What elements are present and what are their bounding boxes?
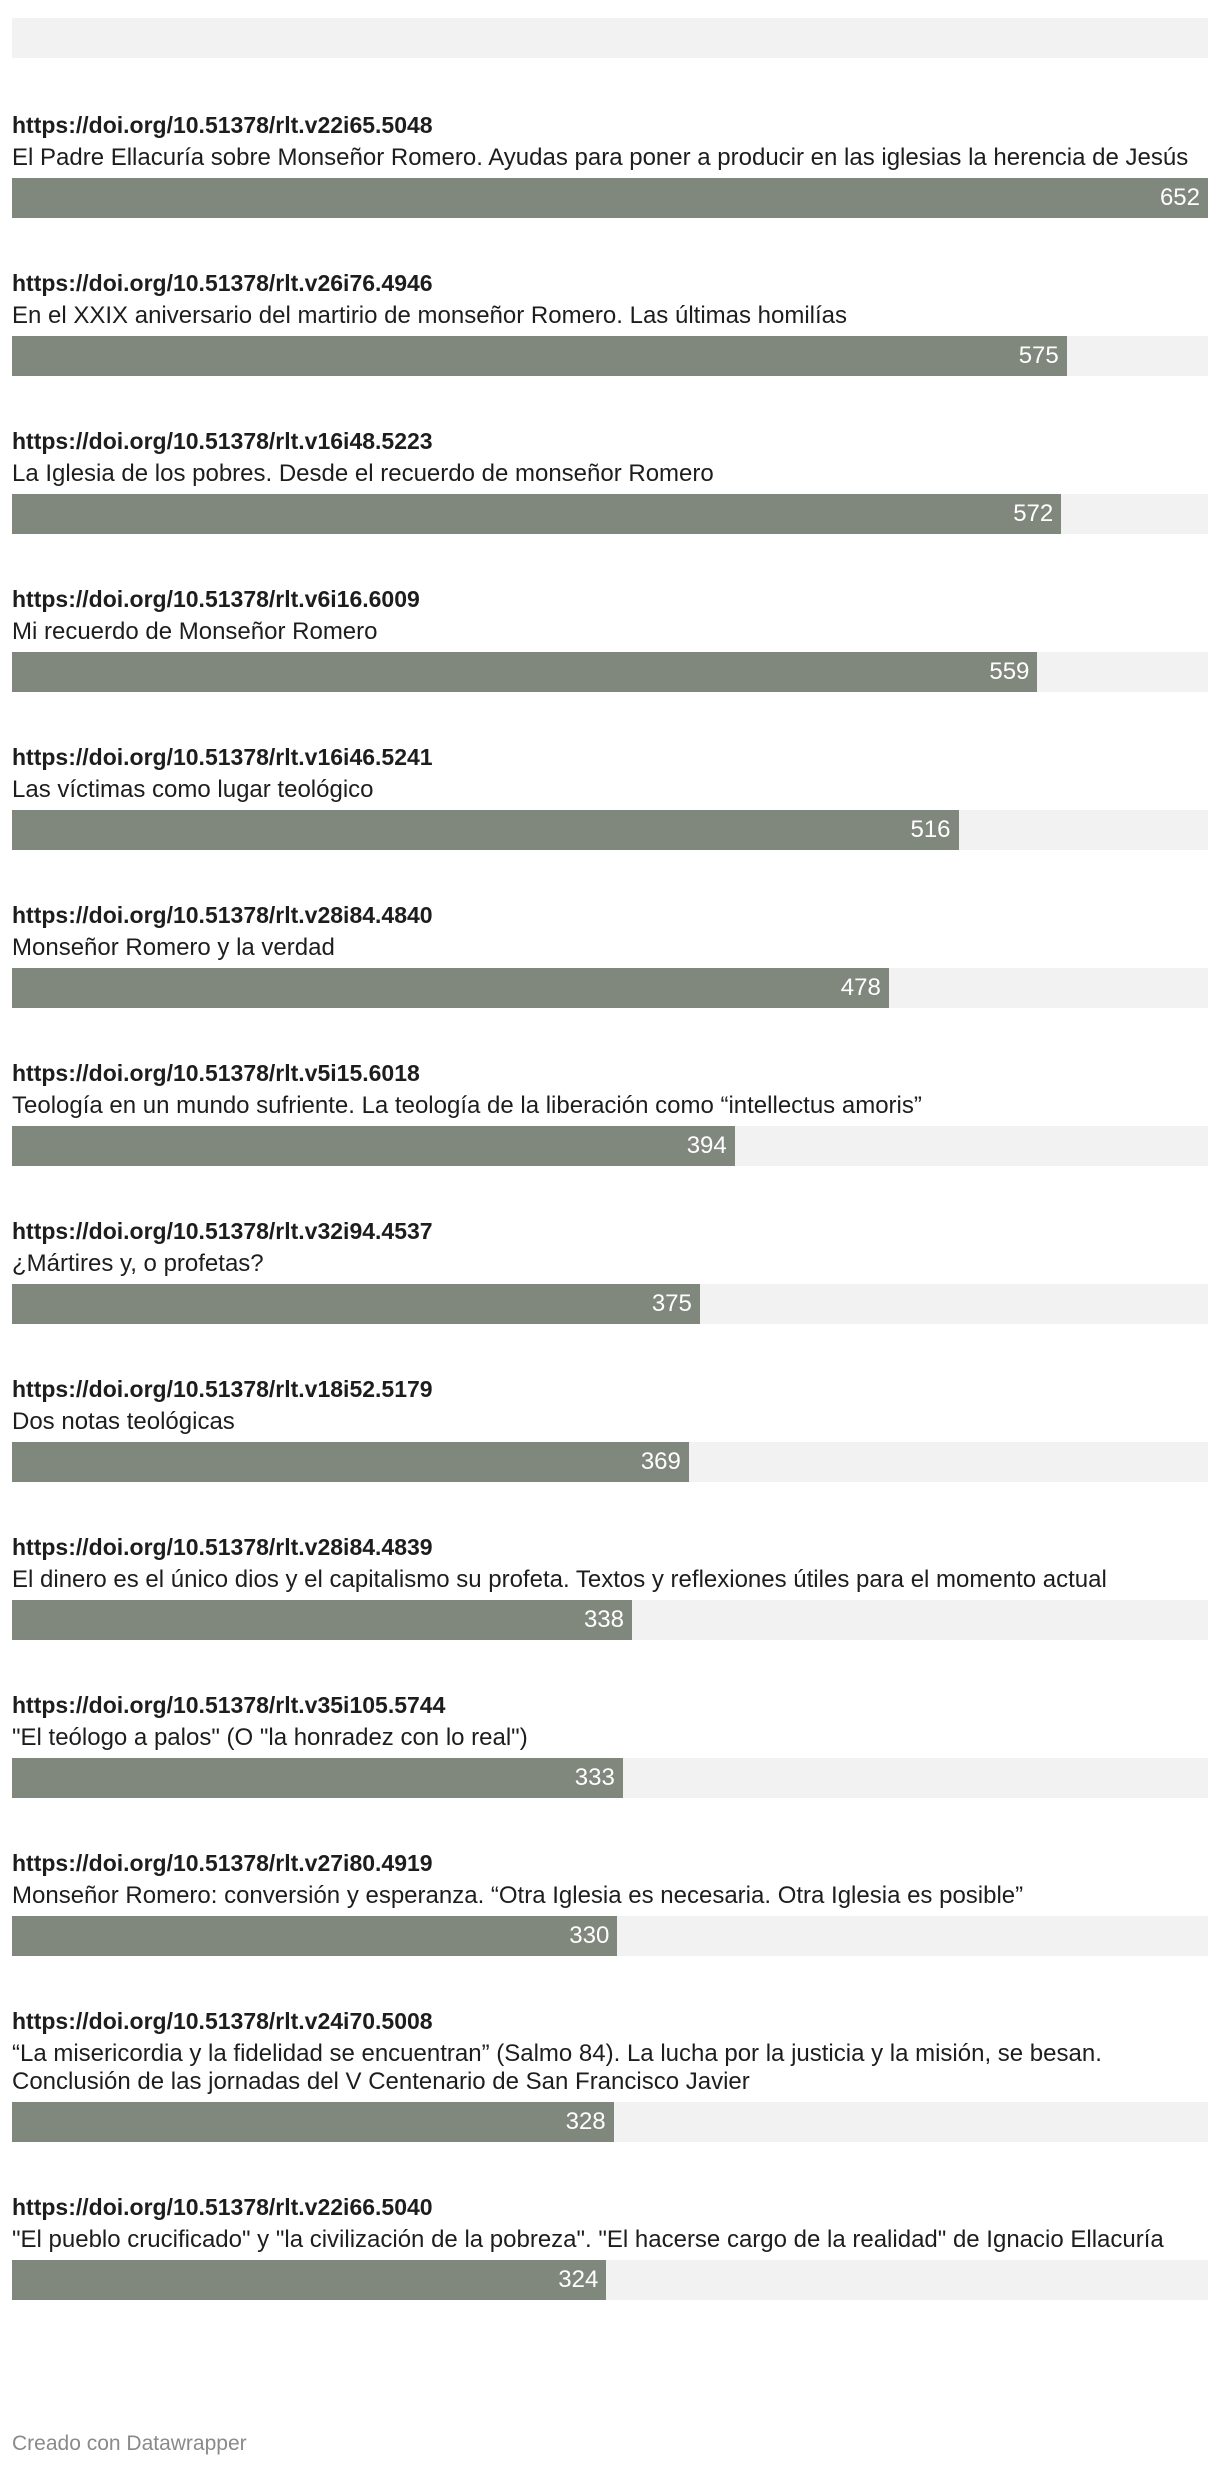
bar-row: https://doi.org/10.51378/rlt.v28i84.4840… (12, 900, 1208, 1008)
bar-value-label: 394 (686, 1132, 727, 1159)
article-title: Las víctimas como lugar teológico (12, 776, 374, 803)
doi-link[interactable]: https://doi.org/10.51378/rlt.v16i48.5223 (12, 428, 433, 454)
bar-row: https://doi.org/10.51378/rlt.v32i94.4537… (12, 1216, 1208, 1324)
bar-row: https://doi.org/10.51378/rlt.v28i84.4839… (12, 1532, 1208, 1640)
bar-value-label: 324 (558, 2266, 599, 2293)
bar-value-label: 369 (640, 1448, 681, 1475)
bar-row: https://doi.org/10.51378/rlt.v22i65.5048… (12, 110, 1208, 218)
bar-row: https://doi.org/10.51378/rlt.v24i70.5008… (12, 2006, 1208, 2142)
bar-value-label: 375 (651, 1290, 692, 1317)
bar-track: 478 (12, 968, 1208, 1008)
bar-value-label: 652 (1159, 184, 1200, 211)
bar-value-label: 338 (583, 1606, 624, 1633)
bar-value-label: 328 (565, 2108, 606, 2135)
bar: 324 (12, 2260, 607, 2300)
article-title: "El teólogo a palos" (O "la honradez con… (12, 1724, 528, 1751)
bar-track: 559 (12, 652, 1208, 692)
bar: 559 (12, 652, 1038, 692)
bar-track: 330 (12, 1916, 1208, 1956)
doi-link[interactable]: https://doi.org/10.51378/rlt.v22i65.5048 (12, 112, 433, 138)
doi-link[interactable]: https://doi.org/10.51378/rlt.v5i15.6018 (12, 1060, 420, 1086)
bar-track: 575 (12, 336, 1208, 376)
article-title: Monseñor Romero y la verdad (12, 934, 335, 961)
article-title: La Iglesia de los pobres. Desde el recue… (12, 460, 714, 487)
doi-link[interactable]: https://doi.org/10.51378/rlt.v18i52.5179 (12, 1376, 433, 1402)
article-title: El dinero es el único dios y el capitali… (12, 1566, 1107, 1593)
bar-row: https://doi.org/10.51378/rlt.v27i80.4919… (12, 1848, 1208, 1956)
bar-value-label: 516 (910, 816, 951, 843)
bar: 328 (12, 2102, 614, 2142)
doi-link[interactable]: https://doi.org/10.51378/rlt.v28i84.4840 (12, 902, 433, 928)
bar-chart: https://doi.org/10.51378/rlt.v22i65.5048… (12, 18, 1208, 2350)
bar-track: 369 (12, 1442, 1208, 1482)
article-title: ¿Mártires y, o profetas? (12, 1250, 264, 1277)
bar-row: https://doi.org/10.51378/rlt.v5i15.6018 T… (12, 1058, 1208, 1166)
bar: 375 (12, 1284, 700, 1324)
bar-track: 394 (12, 1126, 1208, 1166)
bar: 516 (12, 810, 959, 850)
bar: 333 (12, 1758, 623, 1798)
article-title: Monseñor Romero: conversión y esperanza.… (12, 1882, 1024, 1909)
bar: 394 (12, 1126, 735, 1166)
bar-track: 516 (12, 810, 1208, 850)
top-empty-bar (12, 18, 1208, 58)
doi-link[interactable]: https://doi.org/10.51378/rlt.v16i46.5241 (12, 744, 433, 770)
doi-link[interactable]: https://doi.org/10.51378/rlt.v35i105.574… (12, 1692, 446, 1718)
article-title: Teología en un mundo sufriente. La teolo… (12, 1092, 922, 1119)
article-title: En el XXIX aniversario del martirio de m… (12, 302, 848, 329)
bar-value-label: 478 (840, 974, 881, 1001)
doi-link[interactable]: https://doi.org/10.51378/rlt.v27i80.4919 (12, 1850, 433, 1876)
doi-link[interactable]: https://doi.org/10.51378/rlt.v32i94.4537 (12, 1218, 433, 1244)
doi-link[interactable]: https://doi.org/10.51378/rlt.v26i76.4946 (12, 270, 433, 296)
bar-value-label: 575 (1018, 342, 1059, 369)
bar-value-label: 572 (1013, 500, 1054, 527)
article-title: "El pueblo crucificado" y "la civilizaci… (12, 2226, 1164, 2253)
bar-value-label: 330 (569, 1922, 610, 1949)
bar-value-label: 559 (989, 658, 1030, 685)
bar-row: https://doi.org/10.51378/rlt.v18i52.5179… (12, 1374, 1208, 1482)
bar-track: 328 (12, 2102, 1208, 2142)
bar: 572 (12, 494, 1062, 534)
bar: 369 (12, 1442, 689, 1482)
bar-track: 338 (12, 1600, 1208, 1640)
bar: 575 (12, 336, 1067, 376)
doi-link[interactable]: https://doi.org/10.51378/rlt.v24i70.5008 (12, 2008, 433, 2034)
bar: 478 (12, 968, 889, 1008)
bar-row: https://doi.org/10.51378/rlt.v26i76.4946… (12, 268, 1208, 376)
doi-link[interactable]: https://doi.org/10.51378/rlt.v22i66.5040 (12, 2194, 433, 2220)
bar-value-label: 333 (574, 1764, 615, 1791)
chart-rows: https://doi.org/10.51378/rlt.v22i65.5048… (12, 110, 1208, 2300)
bar-row: https://doi.org/10.51378/rlt.v6i16.6009 M… (12, 584, 1208, 692)
article-title: El Padre Ellacuría sobre Monseñor Romero… (12, 144, 1189, 171)
article-title: Mi recuerdo de Monseñor Romero (12, 618, 378, 645)
bar-row: https://doi.org/10.51378/rlt.v35i105.574… (12, 1690, 1208, 1798)
bar: 652 (12, 178, 1208, 218)
doi-link[interactable]: https://doi.org/10.51378/rlt.v28i84.4839 (12, 1534, 433, 1560)
bar-track: 333 (12, 1758, 1208, 1798)
bar: 330 (12, 1916, 618, 1956)
article-title: “La misericordia y la fidelidad se encue… (12, 2040, 1102, 2095)
bar-track: 572 (12, 494, 1208, 534)
article-title: Dos notas teológicas (12, 1408, 235, 1435)
bar-track: 652 (12, 178, 1208, 218)
bar: 338 (12, 1600, 632, 1640)
bar-row: https://doi.org/10.51378/rlt.v16i46.5241… (12, 742, 1208, 850)
bar-row: https://doi.org/10.51378/rlt.v16i48.5223… (12, 426, 1208, 534)
bar-track: 375 (12, 1284, 1208, 1324)
bar-track: 324 (12, 2260, 1208, 2300)
doi-link[interactable]: https://doi.org/10.51378/rlt.v6i16.6009 (12, 586, 420, 612)
footer-credit[interactable]: Creado con Datawrapper (12, 2432, 247, 2455)
bar-row: https://doi.org/10.51378/rlt.v22i66.5040… (12, 2192, 1208, 2300)
